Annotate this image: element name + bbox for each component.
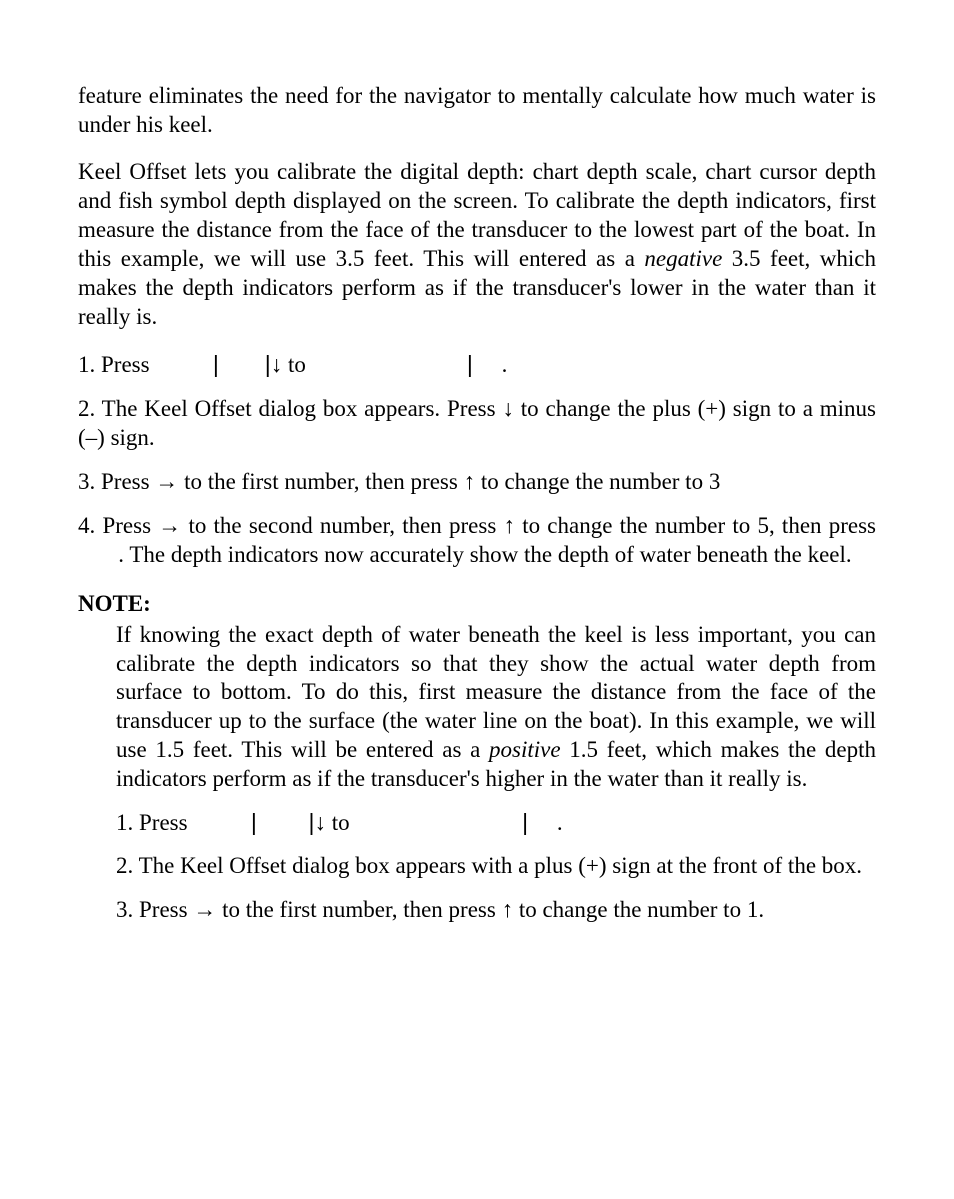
step1-c: . xyxy=(502,352,508,377)
nstep3-a: 3. Press xyxy=(116,897,193,922)
note-step-2: 2. The Keel Offset dialog box appears wi… xyxy=(116,852,876,881)
note-heading: NOTE: xyxy=(78,590,876,619)
right-arrow-icon: → xyxy=(193,896,216,922)
step4-a: 4. Press xyxy=(78,513,158,538)
step3-a: 3. Press xyxy=(78,469,155,494)
nstep1-a: 1. Press xyxy=(116,810,193,835)
up-arrow-icon: ↑ xyxy=(502,896,514,922)
note-step-1: 1. Press | |↓ to | . xyxy=(116,808,876,838)
intro-paragraph-2: Keel Offset lets you calibrate the digit… xyxy=(78,158,876,332)
step4-b: to the second number, then press xyxy=(181,513,503,538)
down-arrow-icon: ↓ xyxy=(502,395,514,421)
intro2-negative: negative xyxy=(644,246,722,271)
nstep1-c: . xyxy=(557,810,563,835)
step4-c: to change the number to 5, then press xyxy=(515,513,876,538)
intro-paragraph-1: feature eliminates the need for the navi… xyxy=(78,82,876,140)
right-arrow-icon: → xyxy=(155,468,178,494)
step-2: 2. The Keel Offset dialog box appears. P… xyxy=(78,394,876,453)
bar-icon: | xyxy=(522,809,528,835)
note-body: If knowing the exact depth of water bene… xyxy=(78,621,876,926)
step-4: 4. Press → to the second number, then pr… xyxy=(78,511,876,570)
right-arrow-icon: → xyxy=(158,512,181,538)
note-paragraph: If knowing the exact depth of water bene… xyxy=(116,621,876,795)
up-arrow-icon: ↑ xyxy=(503,512,515,538)
bar-icon: | xyxy=(467,351,473,377)
nstep1-b: to xyxy=(332,810,356,835)
step1-b: to xyxy=(288,352,312,377)
bar-icon: | xyxy=(251,809,257,835)
step1-a: 1. Press xyxy=(78,352,155,377)
main-steps: 1. Press | |↓ to | . 2. The Keel Offset … xyxy=(78,350,876,570)
bar-down-icon: |↓ xyxy=(309,809,326,835)
nstep3-b: to the first number, then press xyxy=(216,897,501,922)
nstep3-c: to change the number to 1. xyxy=(513,897,764,922)
bar-down-icon: |↓ xyxy=(265,351,282,377)
note-step-3: 3. Press → to the first number, then pre… xyxy=(116,895,876,925)
step-3: 3. Press → to the first number, then pre… xyxy=(78,467,876,497)
step4-d: . The depth indicators now accurately sh… xyxy=(118,542,851,567)
up-arrow-icon: ↑ xyxy=(464,468,476,494)
step3-c: to change the number to 3 xyxy=(475,469,720,494)
step-1: 1. Press | |↓ to | . xyxy=(78,350,876,380)
bar-icon: | xyxy=(213,351,219,377)
step2-a: 2. The Keel Offset dialog box appears. P… xyxy=(78,396,502,421)
note-positive: positive xyxy=(489,737,561,762)
step3-b: to the first number, then press xyxy=(178,469,463,494)
